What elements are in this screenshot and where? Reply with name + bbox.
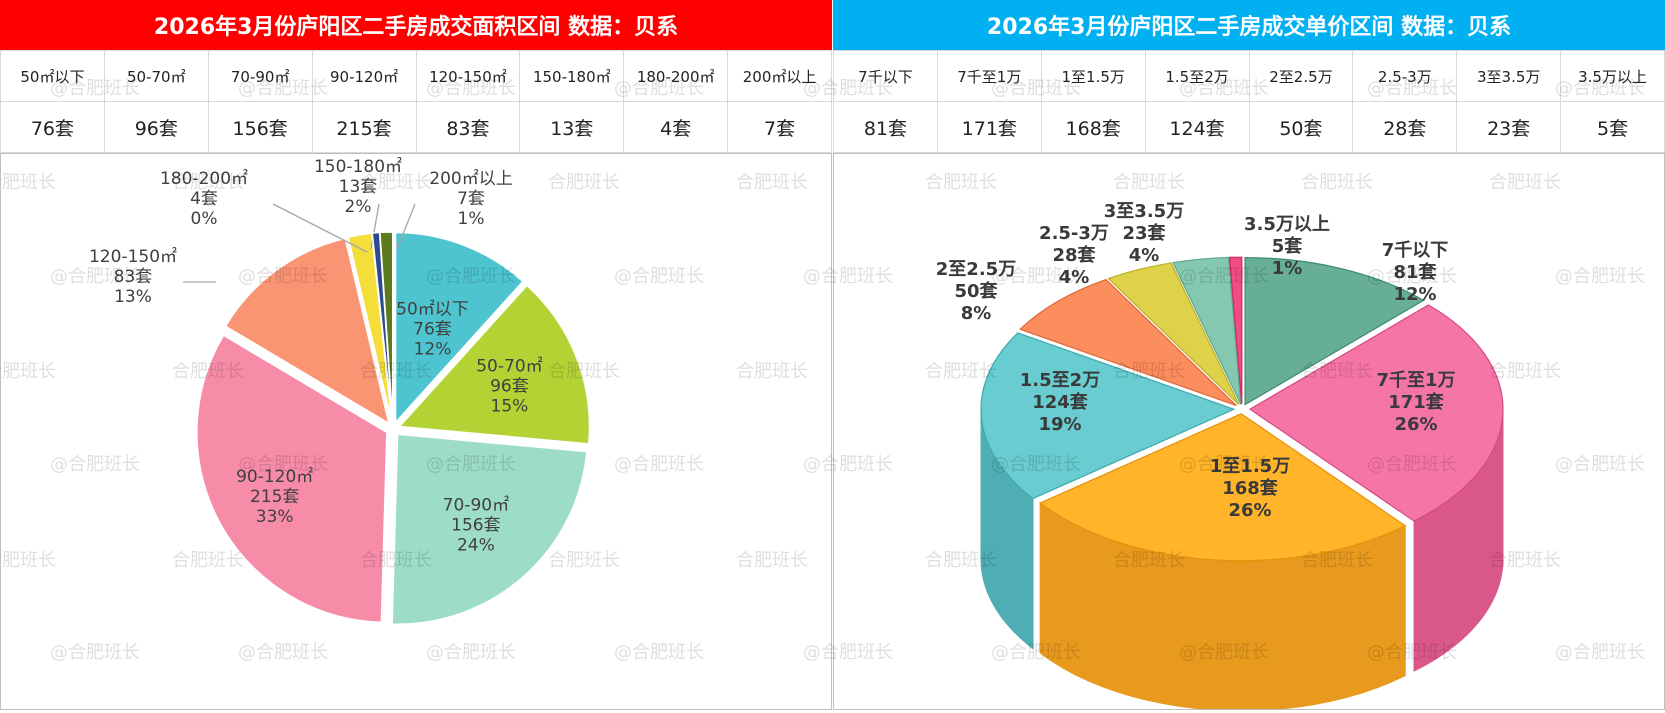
area-value-cell: 4套: [623, 101, 729, 153]
area-pie-data-label: 120-150㎡ 83套 13%: [89, 247, 177, 307]
area-pie-leader-line: [396, 203, 416, 250]
price-value-cell: 5套: [1560, 101, 1665, 153]
price-header-cell: 2至2.5万: [1248, 50, 1354, 102]
area-pie-slice: [224, 237, 390, 425]
area-header-cell: 200㎡以上: [727, 50, 832, 102]
area-value-cell: 215套: [311, 101, 417, 153]
price-header-cell: 7千以下: [833, 50, 938, 102]
price-header-cell: 2.5-3万: [1352, 50, 1458, 102]
price-range-table: 7千以下 7千至1万 1至1.5万 1.5至2万 2至2.5万 2.5-3万 3…: [833, 50, 1665, 153]
price-value-cell: 171套: [936, 101, 1042, 153]
price-value-cell: 168套: [1040, 101, 1146, 153]
area-pie-slice: [379, 231, 394, 423]
price-value-cell: 50套: [1248, 101, 1354, 153]
price-pie-data-label: 2至2.5万 50套 8%: [936, 259, 1016, 324]
area-header-cell: 70-90㎡: [207, 50, 313, 102]
price-header-cell: 1.5至2万: [1144, 50, 1250, 102]
price-value-cell: 81套: [833, 101, 938, 153]
area-header-cell: 50-70㎡: [103, 50, 209, 102]
price-value-cell: 23套: [1456, 101, 1562, 153]
area-pie-slice: [196, 334, 388, 624]
price-pie-slice: [1244, 256, 1425, 406]
area-pie-slice: [391, 433, 588, 625]
area-value-cell: 7套: [727, 101, 832, 153]
price-pie-slice: [1172, 256, 1242, 405]
area-value-cell: 76套: [0, 101, 105, 153]
price-pie-slice: [980, 332, 1236, 500]
area-header-cell: 150-180㎡: [519, 50, 625, 102]
area-header-cell: 120-150㎡: [415, 50, 521, 102]
area-pie-data-label: 90-120㎡ 215套 33%: [236, 467, 313, 527]
area-pie-panel: 50㎡以下 76套 12% 50-70㎡ 96套 15% 70-90㎡ 156套 24% 90-1…: [0, 153, 832, 710]
price-pie-panel: 7千以下 81套 12% 7千至1万 171套 26% 1至1.5万 168套 26% 1.5至2…: [833, 153, 1665, 712]
price-pie-data-label: 7千至1万 171套 26%: [1376, 370, 1455, 435]
right-chart-title: 2026年3月份庐阳区二手房成交单价区间 数据：贝系: [833, 0, 1665, 50]
price-pie-data-label: 1.5至2万 124套 19%: [1020, 370, 1100, 435]
area-value-cell: 13套: [519, 101, 625, 153]
price-pie-data-label: 1至1.5万 168套 26%: [1210, 456, 1290, 521]
price-header-cell: 3至3.5万: [1456, 50, 1562, 102]
price-value-cell: 28套: [1352, 101, 1458, 153]
area-value-cell: 83套: [415, 101, 521, 153]
area-pie-slice: [397, 284, 591, 445]
price-pie-slice: [1038, 413, 1407, 562]
price-pie-data-label: 3.5万以上 5套 1%: [1244, 214, 1330, 279]
price-pie-data-label: 7千以下 81套 12%: [1382, 240, 1449, 305]
price-pie-slice: [1019, 278, 1237, 407]
area-pie-leader-line: [272, 203, 368, 253]
area-pie-data-label: 200㎡以上 7套 1%: [429, 169, 512, 229]
area-pie-data-label: 50㎡以下 76套 12%: [396, 299, 469, 359]
area-pie-data-label: 70-90㎡ 156套 24%: [443, 496, 509, 556]
price-pie-data-label: 3至3.5万 23套 4%: [1104, 201, 1184, 266]
area-value-cell: 96套: [103, 101, 209, 153]
area-header-cell: 50㎡以下: [0, 50, 105, 102]
price-header-cell: 3.5万以上: [1560, 50, 1665, 102]
area-pie-data-label: 150-180㎡ 13套 2%: [314, 157, 402, 217]
area-value-cell: 156套: [207, 101, 313, 153]
price-pie-slice: [1228, 256, 1243, 405]
area-pie-chart: 50㎡以下 76套 12%50-70㎡ 96套 15% 70-90㎡ 156套 24% 90-1…: [89, 157, 591, 625]
price-header-cell: 7千至1万: [936, 50, 1042, 102]
area-header-cell: 90-120㎡: [311, 50, 417, 102]
area-pie-slice: [394, 231, 524, 425]
price-pie-data-label: 2.5-3万 28套 4%: [1039, 223, 1109, 288]
area-pie-leader-line: [370, 203, 380, 250]
area-pie-data-label: 50-70㎡ 96套 15%: [476, 357, 542, 417]
price-value-cell: 124套: [1144, 101, 1250, 153]
price-pie-slice: [1248, 304, 1504, 522]
area-header-cell: 180-200㎡: [623, 50, 729, 102]
price-pie-slice: [1107, 262, 1240, 406]
area-pie-data-label: 180-200㎡ 4套 0%: [160, 169, 248, 229]
price-header-cell: 1至1.5万: [1040, 50, 1146, 102]
price-pie-chart: 7千以下 81套 12% 7千至1万 171套 26% 1至1.5万 168套 26% 1.5至2…: [936, 201, 1504, 712]
area-range-table: 50㎡以下 50-70㎡ 70-90㎡ 90-120㎡ 120-150㎡ 150…: [0, 50, 832, 153]
left-chart-title: 2026年3月份庐阳区二手房成交面积区间 数据：贝系: [0, 0, 832, 50]
